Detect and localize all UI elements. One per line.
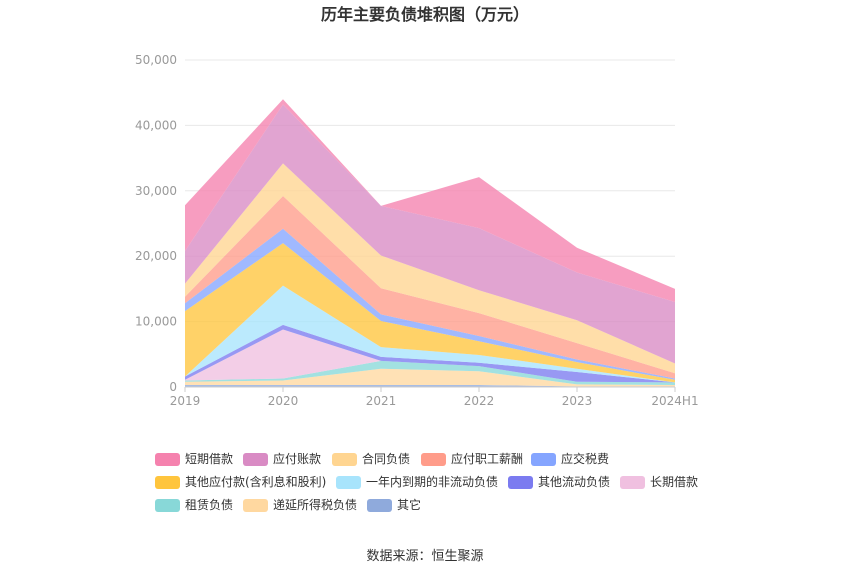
legend-item[interactable]: 一年内到期的非流动负债	[336, 474, 498, 489]
y-axis-ticks: 0 10,000 20,000 30,000 40,000 50,000	[135, 53, 177, 394]
y-tick-label: 0	[169, 380, 177, 394]
legend-swatch	[155, 476, 180, 489]
legend-label: 其它	[397, 497, 421, 512]
legend-item[interactable]: 应付账款	[243, 451, 321, 466]
legend-label: 短期借款	[185, 452, 233, 466]
legend-item[interactable]: 合同负债	[332, 451, 410, 466]
legend-swatch	[332, 453, 357, 466]
legend-swatch	[155, 499, 180, 512]
legend-swatch	[421, 453, 446, 466]
legend-item[interactable]: 其他应付款(含利息和股利)	[155, 474, 326, 489]
x-axis-ticks: 2019 2020 2021 2022 2023 2024H1	[170, 394, 699, 408]
legend-item[interactable]: 其他流动负债	[508, 475, 610, 489]
legend-label: 一年内到期的非流动负债	[366, 474, 498, 489]
legend-label: 租赁负债	[185, 498, 233, 512]
area-租赁负债	[185, 360, 675, 386]
x-tick-label: 2021	[366, 394, 397, 408]
x-tick-label: 2022	[464, 394, 495, 408]
x-tick-label: 2023	[562, 394, 593, 408]
legend-item[interactable]: 应交税费	[531, 451, 609, 466]
x-tick-label: 2020	[268, 394, 299, 408]
legend-item[interactable]: 递延所得税负债	[243, 497, 357, 512]
legend-label: 应付账款	[273, 451, 321, 466]
y-tick-label: 20,000	[135, 249, 177, 263]
legend-label: 应交税费	[561, 451, 609, 466]
area-短期借款	[185, 99, 675, 302]
y-tick-label: 10,000	[135, 315, 177, 329]
area-其他应付款(含利息和股利)	[185, 243, 675, 383]
legend-label: 长期借款	[650, 475, 698, 489]
legend-item[interactable]: 其它	[367, 497, 421, 512]
legend-swatch	[336, 476, 361, 489]
legend-swatch	[367, 499, 392, 512]
area-合同负债	[185, 163, 675, 374]
legend-label: 递延所得税负债	[273, 497, 357, 512]
legend-swatch	[155, 453, 180, 466]
legend-label: 其他应付款(含利息和股利)	[185, 474, 326, 489]
legend-item[interactable]: 短期借款	[155, 452, 233, 466]
legend-swatch	[508, 476, 533, 489]
legend-item[interactable]: 长期借款	[620, 475, 698, 489]
legend-item[interactable]: 租赁负债	[155, 498, 233, 512]
legend-label: 其他流动负债	[538, 475, 610, 489]
legend-swatch	[243, 453, 268, 466]
data-source: 数据来源：恒生聚源	[366, 549, 483, 564]
legend-item[interactable]: 应付职工薪酬	[421, 451, 523, 466]
y-tick-label: 30,000	[135, 184, 177, 198]
y-tick-label: 50,000	[135, 53, 177, 67]
y-tick-label: 40,000	[135, 118, 177, 132]
area-series	[185, 99, 675, 387]
legend-swatch	[620, 476, 645, 489]
legend-label: 应付职工薪酬	[451, 451, 523, 466]
x-tick-label: 2019	[170, 394, 201, 408]
chart-title: 历年主要负债堆积图（万元）	[321, 5, 529, 24]
area-一年内到期的非流动负债	[185, 285, 675, 383]
area-递延所得税负债	[185, 368, 675, 387]
area-应付职工薪酬	[185, 196, 675, 379]
legend-swatch	[243, 499, 268, 512]
area-长期借款	[185, 329, 675, 383]
x-tick-label: 2024H1	[651, 394, 698, 408]
legend-swatch	[531, 453, 556, 466]
area-应付账款	[185, 104, 675, 364]
x-axis	[184, 386, 676, 392]
legend-label: 合同负债	[362, 451, 410, 466]
